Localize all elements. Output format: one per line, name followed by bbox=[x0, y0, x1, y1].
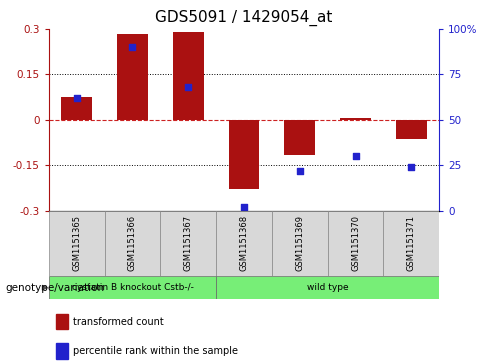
Text: cystatin B knockout Cstb-/-: cystatin B knockout Cstb-/- bbox=[72, 283, 193, 292]
Title: GDS5091 / 1429054_at: GDS5091 / 1429054_at bbox=[155, 10, 333, 26]
Point bbox=[296, 168, 304, 174]
Text: GSM1151370: GSM1151370 bbox=[351, 215, 360, 271]
Bar bbox=[173, 32, 203, 120]
Bar bbox=[117, 34, 148, 120]
Bar bbox=[61, 97, 92, 120]
Bar bbox=[161, 211, 216, 276]
Text: GSM1151366: GSM1151366 bbox=[128, 215, 137, 271]
Bar bbox=[216, 276, 439, 299]
Bar bbox=[104, 211, 161, 276]
Bar bbox=[216, 211, 272, 276]
Text: GSM1151369: GSM1151369 bbox=[295, 215, 305, 271]
Text: wild type: wild type bbox=[307, 283, 348, 292]
Text: transformed count: transformed count bbox=[73, 317, 163, 327]
Point bbox=[407, 164, 415, 170]
Text: GSM1151365: GSM1151365 bbox=[72, 215, 81, 271]
Text: percentile rank within the sample: percentile rank within the sample bbox=[73, 346, 238, 356]
Bar bbox=[272, 211, 327, 276]
Point bbox=[240, 204, 248, 210]
Bar bbox=[56, 314, 68, 329]
Bar bbox=[384, 211, 439, 276]
Point bbox=[73, 95, 81, 101]
Text: genotype/variation: genotype/variation bbox=[5, 283, 104, 293]
Point bbox=[352, 153, 360, 159]
Point bbox=[128, 44, 136, 50]
Bar bbox=[49, 276, 216, 299]
Text: GSM1151371: GSM1151371 bbox=[407, 215, 416, 271]
Bar bbox=[56, 343, 68, 359]
Bar bbox=[396, 120, 427, 139]
Bar bbox=[327, 211, 384, 276]
Point bbox=[184, 84, 192, 90]
Text: GSM1151368: GSM1151368 bbox=[240, 215, 248, 271]
Bar bbox=[229, 120, 259, 189]
Text: GSM1151367: GSM1151367 bbox=[183, 215, 193, 271]
Bar bbox=[340, 118, 371, 120]
Bar bbox=[285, 120, 315, 155]
Bar bbox=[49, 211, 104, 276]
